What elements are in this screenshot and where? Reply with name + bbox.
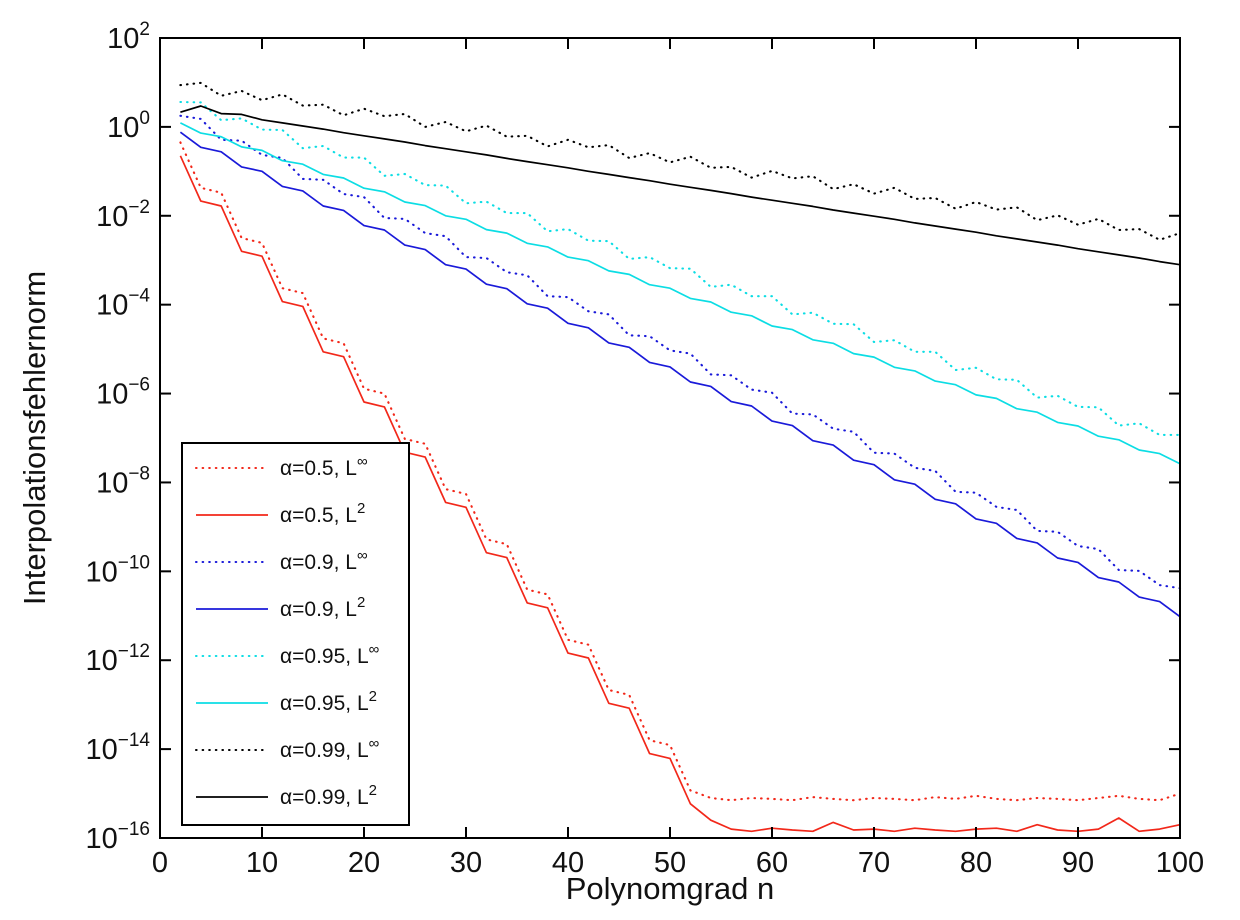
- y-tick-label: 10−10: [86, 552, 151, 588]
- y-tick-label: 10−16: [86, 819, 151, 855]
- series-line-3-solid: [179, 131, 1181, 618]
- series-line-4-dotted: [179, 100, 1182, 436]
- x-tick-label: 10: [246, 847, 278, 879]
- y-tick-label: 10−2: [96, 197, 150, 233]
- y-tick-label: 10−4: [96, 286, 150, 322]
- series-line-1-solid: [179, 155, 1181, 833]
- series-line-0-dotted: [179, 141, 1182, 802]
- series-line-2-dotted: [179, 114, 1182, 590]
- legend-item-label: α=0.99, L2: [280, 782, 377, 809]
- x-axis-label: Polynomgrad n: [566, 871, 775, 906]
- y-tick-label: 10−6: [96, 375, 150, 411]
- x-tick-label: 60: [756, 847, 788, 879]
- series-line-7-solid: [180, 105, 1181, 266]
- tick-labels: 0 10 20 30 40 50 60 70 80 90 100 102 100 10−2 10−4 10−6…: [86, 19, 1205, 879]
- legend-item-label: α=0.5, L∞: [280, 453, 368, 480]
- x-tick-label: 90: [1062, 847, 1094, 879]
- x-tick-label: 70: [858, 847, 890, 879]
- x-tick-label: 0: [152, 847, 168, 879]
- legend-item-label: α=0.9, L2: [280, 594, 365, 621]
- y-tick-label: 10−14: [86, 730, 151, 766]
- legend-item-label: α=0.95, L∞: [280, 641, 380, 668]
- y-axis-label: Interpolationsfehlernorm: [17, 271, 52, 605]
- series-line-5-solid: [180, 122, 1181, 465]
- legend-item-label: α=0.95, L2: [280, 688, 377, 715]
- y-tick-label: 10−12: [86, 641, 151, 677]
- legend-item-label: α=0.5, L2: [280, 500, 365, 527]
- legend-item-label: α=0.99, L∞: [280, 735, 380, 762]
- series-line-6-dotted: [179, 81, 1182, 241]
- x-tick-label: 20: [348, 847, 380, 879]
- x-tick-label: 80: [960, 847, 992, 879]
- y-tick-label: 100: [107, 108, 150, 144]
- y-tick-label: 102: [107, 19, 150, 55]
- x-tick-label: 40: [552, 847, 584, 879]
- series-group: [179, 81, 1182, 833]
- x-tick-label: 30: [450, 847, 482, 879]
- legend: α=0.5, L∞ α=0.5, L2 α=0.9, L∞ α=0.9, L2 α=0.…: [181, 442, 410, 826]
- x-tick-label: 50: [654, 847, 686, 879]
- x-tick-label: 100: [1156, 847, 1204, 879]
- y-tick-label: 10−8: [96, 463, 150, 499]
- legend-box: [181, 442, 410, 826]
- plot-frame: [159, 37, 1181, 839]
- legend-item-label: α=0.9, L∞: [280, 547, 368, 574]
